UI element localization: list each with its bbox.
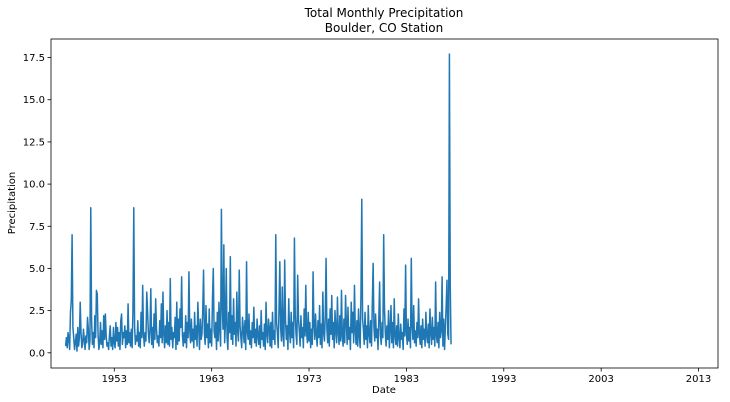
x-tick-label: 1963 [199,374,224,385]
y-tick-label: 7.5 [29,222,45,233]
chart-subtitle: Boulder, CO Station [325,21,443,35]
x-tick-label: 1973 [296,374,321,385]
y-tick-label: 15.0 [23,95,45,106]
plot-area [50,38,719,369]
x-tick-label: 2013 [686,374,711,385]
y-tick-label: 17.5 [23,53,45,64]
y-tick-label: 5.0 [29,264,45,275]
x-axis: 1953 1963 1973 1983 1993 2003 2013 [102,368,711,385]
y-tick-label: 10.0 [23,180,45,191]
x-tick-label: 1953 [102,374,127,385]
y-tick-label: 0.0 [29,348,45,359]
x-tick-label: 1983 [394,374,419,385]
precipitation-series-line [64,53,452,352]
plot-frame [50,38,719,369]
y-tick-label: 12.5 [23,137,45,148]
y-axis-label: Precipitation [7,172,18,235]
y-axis: 0.0 2.5 5.0 7.5 10.0 12.5 15.0 17.5 [23,53,51,359]
chart-title: Total Monthly Precipitation [304,6,464,20]
x-axis-label: Date [372,385,396,396]
y-tick-label: 2.5 [29,306,45,317]
x-tick-label: 2003 [588,374,613,385]
x-tick-label: 1993 [491,374,516,385]
